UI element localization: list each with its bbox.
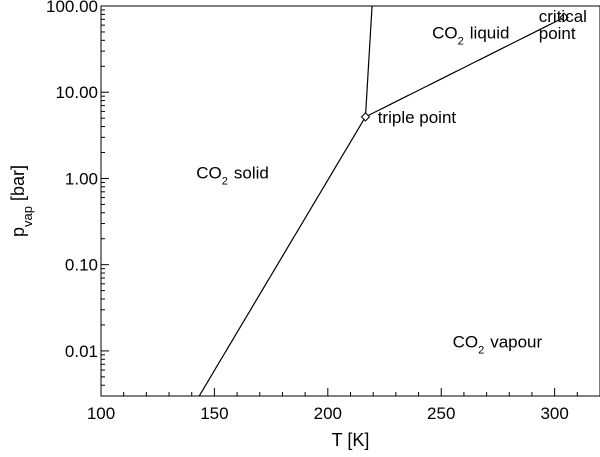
y-tick-label-1.00: 1.00 xyxy=(65,169,98,188)
y-tick-label-0.01: 0.01 xyxy=(65,342,98,361)
series-sublimation xyxy=(198,116,366,397)
series-melting xyxy=(364,5,373,117)
co2-vapour-label-subscript: 2 xyxy=(478,344,484,356)
y-axis-label-subscript: vap xyxy=(20,206,35,227)
x-tick-label-200: 200 xyxy=(314,404,342,423)
co2-solid-label-main: CO xyxy=(196,163,222,182)
co2-vapour-label: CO2 vapour xyxy=(453,332,543,356)
co2-liquid-label: CO2 liquid xyxy=(432,23,509,47)
co2-liquid-label-main: CO xyxy=(432,23,458,42)
series-vaporization xyxy=(365,16,565,118)
triple-point-label-line-1: triple point xyxy=(378,108,457,127)
x-tick-label-100: 100 xyxy=(87,404,115,423)
curves-layer xyxy=(198,5,565,397)
y-axis-label: pvap [bar] xyxy=(8,165,35,237)
co2-liquid-label-subscript: 2 xyxy=(458,35,464,47)
co2-solid-label: CO2 solid xyxy=(196,163,269,187)
co2-solid-label-suffix: solid xyxy=(234,163,269,182)
ticks-layer: 100 150 200 250 300 0.01 0.10 1.00 10.00 100.00 xyxy=(46,0,578,423)
co2-vapour-label-suffix: vapour xyxy=(490,332,542,351)
co2-solid-label-subscript: 2 xyxy=(222,175,228,187)
x-axis-label: T [K] xyxy=(332,430,370,450)
triple-point-label: triple point xyxy=(378,108,457,127)
critical-point-marker xyxy=(559,12,569,23)
co2-vapour-label-main: CO xyxy=(453,332,479,351)
y-tick-label-100.00: 100.00 xyxy=(46,0,98,16)
critical-point-label: critical point xyxy=(539,7,587,43)
y-axis-label-base: p xyxy=(8,227,28,237)
critical-point-label-line-1: critical xyxy=(539,7,587,26)
y-tick-label-0.10: 0.10 xyxy=(65,256,98,275)
triple-point-marker xyxy=(360,112,371,122)
y-tick-label-10.00: 10.00 xyxy=(55,83,98,102)
markers-layer xyxy=(360,12,569,122)
x-tick-label-150: 150 xyxy=(200,404,228,423)
critical-point-label-line-2: point xyxy=(539,24,576,43)
y-axis-label-suffix: [bar] xyxy=(8,165,28,201)
co2-liquid-label-suffix: liquid xyxy=(470,23,510,42)
x-tick-label-250: 250 xyxy=(427,404,455,423)
x-tick-label-300: 300 xyxy=(540,404,568,423)
